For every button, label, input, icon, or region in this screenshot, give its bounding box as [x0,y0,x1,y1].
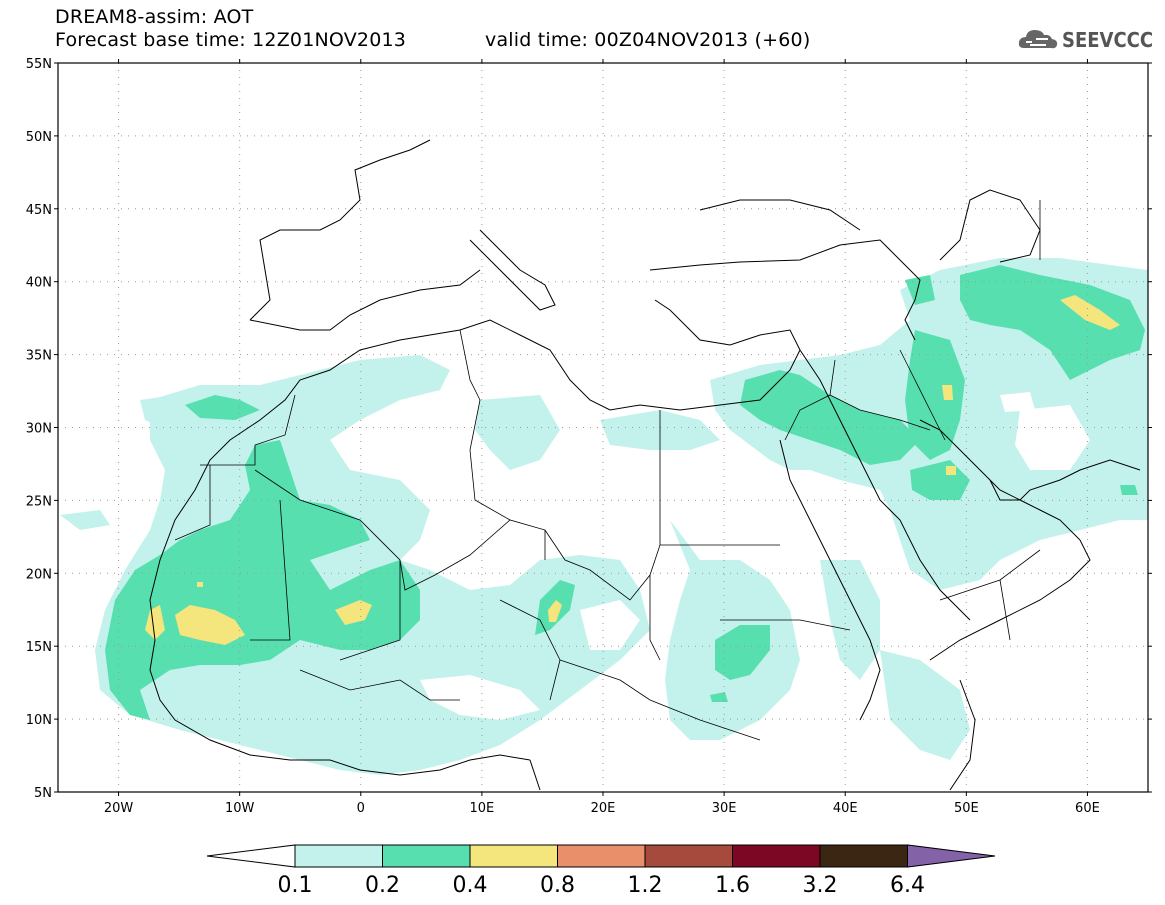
colorbar [206,844,996,868]
lat-label: 50N [26,130,52,145]
lon-label: 0 [357,801,365,816]
colorbar-label: 0.2 [365,873,400,898]
lon-label: 20E [591,801,616,816]
lat-label: 5N [34,786,52,801]
lat-label: 20N [26,567,52,582]
borders [174,200,1041,741]
lat-axis: 55N 50N 45N 40N 35N 30N 25N 20N 15N 10N 5N [26,57,1152,801]
colorbar-label: 0.4 [452,873,488,898]
lat-label: 40N [26,276,52,291]
aot-clear-areas [360,392,1090,720]
graticule [58,63,1148,792]
lon-label: 20W [104,801,134,816]
lon-axis: 20W 10W 0 10E 20E 30E 40E 50E 60E [104,59,1100,816]
lat-label: 35N [26,349,52,364]
aot-fields [60,258,1148,775]
lon-label: 40E [833,801,858,816]
colorbar-swatch [294,844,383,868]
colorbar-swatch [557,844,646,868]
colorbar-label: 1.2 [627,873,663,898]
valid-time: valid time: 00Z04NOV2013 (+60) [485,29,811,51]
colorbar-label: 0.1 [277,873,313,898]
map-title: DREAM8-assim: AOT [55,6,254,28]
lat-label: 25N [26,494,52,509]
colorbar-label: 3.2 [802,873,838,898]
colorbar-swatch [469,844,558,868]
colorbar-label: 6.4 [890,873,925,898]
forecast-base-time: Forecast base time: 12Z01NOV2013 [55,29,407,51]
colorbar-swatch [644,844,733,868]
lon-label: 10E [470,801,495,816]
aot-level-0-4 [145,295,1120,645]
colorbar-swatch [732,844,821,868]
colorbar-label: 0.8 [540,873,575,898]
lat-label: 15N [26,640,52,655]
coastlines [149,139,1141,791]
lon-label: 50E [954,801,979,816]
lat-label: 10N [26,713,52,728]
lat-label: 30N [26,422,52,437]
colorbar-swatch [382,844,471,868]
colorbar-under-arrow [206,844,296,868]
colorbar-label: 1.6 [715,873,750,898]
lon-label: 30E [712,801,737,816]
logo-text: SEEVCCC [1062,28,1154,52]
lon-label: 10W [225,801,255,816]
colorbar-over-arrow [907,844,996,868]
lon-label: 60E [1075,801,1100,816]
lat-label: 55N [26,57,52,72]
colorbar-swatch [819,844,908,868]
lat-label: 45N [26,203,52,218]
cloud-icon [1018,30,1058,49]
